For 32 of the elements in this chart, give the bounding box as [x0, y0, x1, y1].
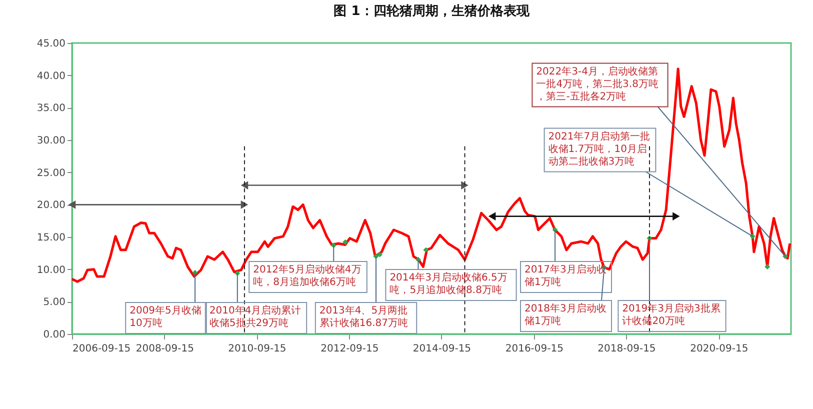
x-tick-label: 2012-09-15 — [320, 344, 379, 354]
annotation: 2010年4月启动累计收储5批共29万吨 — [209, 304, 302, 329]
y-tick-label: 30.00 — [36, 136, 66, 146]
y-tick-label: 35.00 — [36, 103, 66, 114]
y-tick-label: 0.00 — [43, 330, 66, 340]
annotation: 2019年3月启动3批累计收储20万吨 — [622, 302, 720, 327]
point — [342, 239, 348, 245]
chart-title: 图 1：四轮猪周期，生猪价格表现 — [334, 4, 530, 19]
x-tick-label: 2008-09-15 — [136, 344, 194, 354]
point — [764, 264, 770, 270]
y-tick-label: 20.00 — [36, 200, 66, 212]
y-tick-label: 15.00 — [36, 232, 66, 244]
x-tick-label: 2020-09-15 — [690, 344, 748, 354]
y-tick-label: 45.00 — [36, 38, 66, 50]
y-tick-label: 5.00 — [43, 297, 66, 308]
annotation: 2012年5月启动收储4万吨，8月追加收储6万吨 — [253, 264, 362, 288]
annotation: 2013年4、5月两批累计收储16.87万吨 — [319, 304, 408, 329]
x-tick-label: 2018-09-15 — [598, 344, 656, 354]
x-tick-label: 2006-09-15 — [72, 344, 131, 354]
y-tick-label: 10.00 — [36, 264, 66, 276]
annotation: 2022年3-4月，启动收储第一批4万吨，第二批3.8万吨，第三-五批各2万吨 — [536, 65, 658, 102]
x-tick-label: 2010-09-15 — [228, 344, 286, 354]
annotation: 2014年3月启动收储6.5万吨，5月追加收储8.8万吨 — [390, 272, 508, 296]
y-tick-label: 40.00 — [36, 70, 66, 82]
annotation: 2009年5月收储10万吨 — [130, 304, 202, 329]
point — [423, 247, 429, 253]
x-tick-label: 2014-09-15 — [412, 344, 472, 354]
y-tick-label: 25.00 — [36, 168, 66, 179]
annotation: 2018年3月启动收储1万吨 — [524, 302, 606, 327]
x-tick-label: 2016-09-15 — [505, 344, 564, 354]
annotation: 2021年7月启动第一批收储1.7万吨，10月启动第二批收储3万吨 — [548, 130, 650, 168]
point — [377, 252, 383, 258]
